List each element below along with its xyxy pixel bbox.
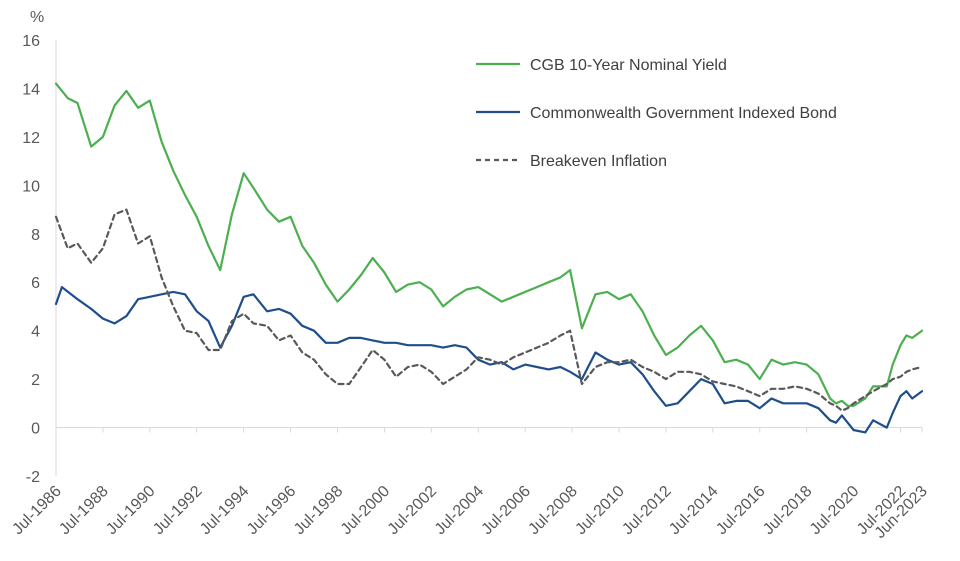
x-tick-label: Jul-2010 [572,483,627,538]
y-tick-label: 4 [31,324,40,341]
y-tick-label: 2 [31,372,40,389]
x-tick-label: Jul-1992 [150,483,205,538]
y-tick-label: -2 [26,469,40,486]
legend-label: CGB 10-Year Nominal Yield [530,57,727,74]
series-line-1 [54,82,924,407]
y-tick-label: 0 [31,421,40,438]
x-tick-label: Jul-2016 [713,483,768,538]
legend-label: Breakeven Inflation [530,153,667,170]
y-tick-label: 12 [22,130,40,147]
x-tick-label: Jul-2012 [619,483,674,538]
x-tick-label: Jul-2002 [385,483,440,538]
series-layer [54,82,924,434]
x-tick-label: Jul-2004 [432,483,487,538]
x-tick-label: Jul-1990 [103,483,158,538]
legend: CGB 10-Year Nominal Yield Commonwealth Go… [476,57,837,170]
y-axis: -2 0 2 4 6 8 10 12 14 16% [22,9,57,486]
x-axis: Jul-1986Jul-1988Jul-1990Jul-1992Jul-1994… [9,427,931,542]
x-tick-label: Jul-2000 [338,483,393,538]
x-tick-label: Jul-1988 [56,483,111,538]
series-line-3 [54,208,924,412]
y-tick-label: 10 [22,178,40,195]
y-tick-label: 14 [22,81,40,98]
series-line-2 [54,286,924,434]
x-tick-label: Jul-1996 [244,483,299,538]
x-tick-label: Jul-1994 [197,483,252,538]
x-tick-label: Jul-1986 [9,483,64,538]
x-tick-label: Jul-2018 [760,483,815,538]
y-tick-label: 8 [31,227,40,244]
x-tick-label: Jul-2020 [807,483,862,538]
x-tick-label: Jul-2014 [666,483,721,538]
y-tick-label: 6 [31,275,40,292]
y-tick-label: 16 [22,33,40,50]
legend-label: Commonwealth Government Indexed Bond [530,105,837,122]
x-tick-label: Jul-2008 [525,483,580,538]
x-tick-label: Jul-2006 [479,483,534,538]
y-axis-label: % [30,9,44,26]
x-tick-label: Jul-1998 [291,483,346,538]
